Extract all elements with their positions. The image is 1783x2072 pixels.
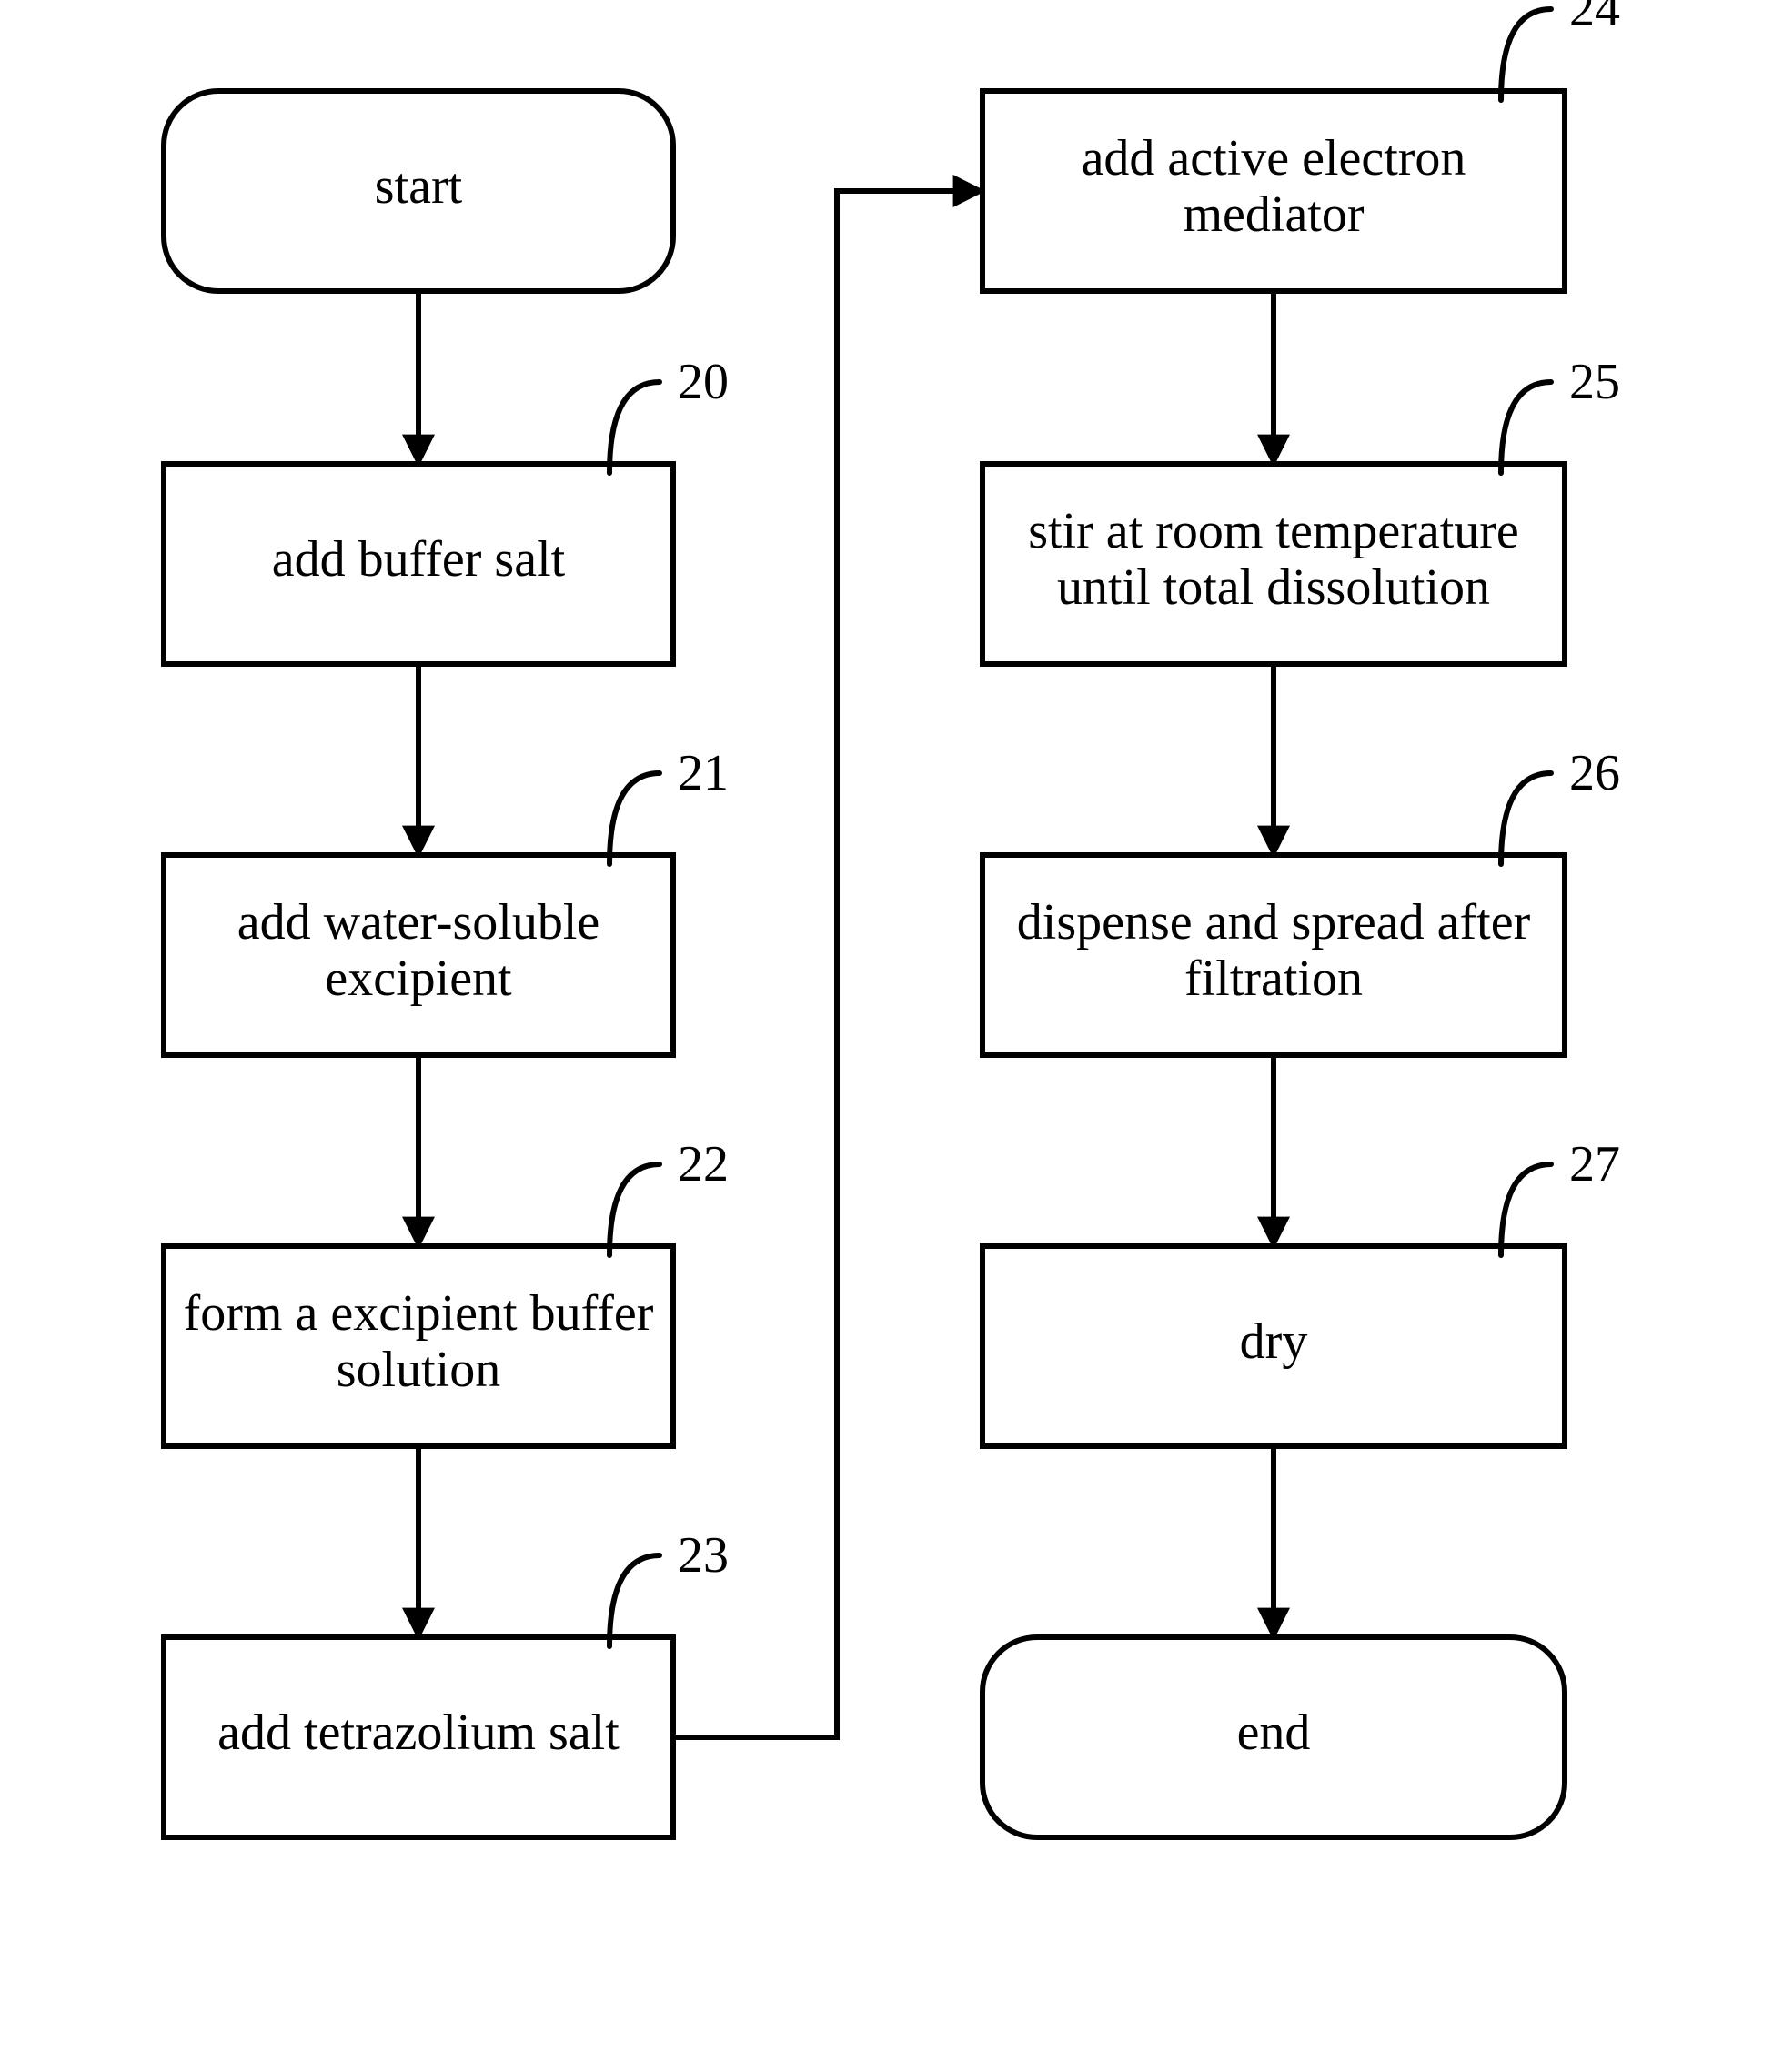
node-n20-line-0: add buffer salt xyxy=(272,531,566,588)
node-n26-line-1: filtration xyxy=(1184,951,1363,1007)
node-n21-line-0: add water-soluble xyxy=(237,894,600,951)
ref-hook-22 xyxy=(609,1164,660,1255)
ref-hook-24 xyxy=(1501,9,1551,100)
node-end: end xyxy=(982,1637,1565,1837)
node-n26-line-0: dispense and spread after xyxy=(1017,894,1531,951)
ref-label-24: 24 xyxy=(1569,0,1620,37)
ref-label-23: 23 xyxy=(678,1527,729,1584)
ref-hook-23 xyxy=(609,1555,660,1646)
node-start: start xyxy=(164,91,673,291)
node-n25-line-1: until total dissolution xyxy=(1057,559,1490,616)
ref-label-20: 20 xyxy=(678,354,729,410)
node-n26: dispense and spread afterfiltration 26 xyxy=(982,745,1620,1055)
node-n20: add buffer salt 20 xyxy=(164,354,729,664)
ref-label-25: 25 xyxy=(1569,354,1620,410)
ref-label-21: 21 xyxy=(678,745,729,801)
node-start-line-0: start xyxy=(375,158,463,215)
ref-hook-27 xyxy=(1501,1164,1551,1255)
node-n25: stir at room temperatureuntil total diss… xyxy=(982,354,1620,664)
node-n24: add active electronmediator 24 xyxy=(982,0,1620,291)
node-n27-line-0: dry xyxy=(1240,1313,1308,1370)
node-n22-line-1: solution xyxy=(337,1342,500,1398)
node-n22-line-0: form a excipient buffer xyxy=(184,1285,654,1342)
node-n21-line-1: excipient xyxy=(325,951,512,1007)
node-n27: dry 27 xyxy=(982,1136,1620,1446)
node-n25-line-0: stir at room temperature xyxy=(1028,503,1519,559)
ref-hook-21 xyxy=(609,773,660,864)
node-n24-line-0: add active electron xyxy=(1082,130,1466,186)
node-n23-line-0: add tetrazolium salt xyxy=(217,1705,620,1761)
node-n23: add tetrazolium salt 23 xyxy=(164,1527,729,1837)
ref-hook-25 xyxy=(1501,382,1551,473)
ref-hook-26 xyxy=(1501,773,1551,864)
node-n24-line-1: mediator xyxy=(1183,186,1364,243)
node-end-line-0: end xyxy=(1237,1705,1311,1761)
node-n21: add water-solubleexcipient 21 xyxy=(164,745,729,1055)
ref-hook-20 xyxy=(609,382,660,473)
ref-label-26: 26 xyxy=(1569,745,1620,801)
ref-label-27: 27 xyxy=(1569,1136,1620,1192)
node-n22: form a excipient buffersolution 22 xyxy=(164,1136,729,1446)
ref-label-22: 22 xyxy=(678,1136,729,1192)
edge-n23-n24 xyxy=(673,191,982,1737)
